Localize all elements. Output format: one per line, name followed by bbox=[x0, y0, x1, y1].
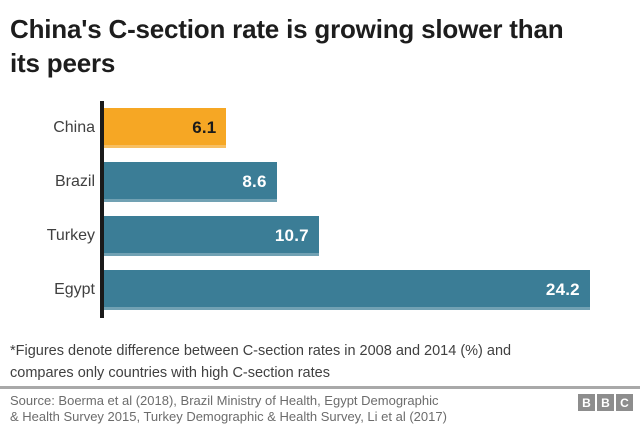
bar-track: 10.7 bbox=[104, 216, 640, 256]
bar-value-label: 24.2 bbox=[545, 280, 580, 299]
footer-divider bbox=[0, 386, 640, 389]
footnote: *Figures denote difference between C-sec… bbox=[10, 340, 626, 384]
y-axis-line bbox=[100, 101, 104, 318]
bbc-logo-block: B bbox=[578, 394, 595, 411]
source-line: Source: Boerma et al (2018), Brazil Mini… bbox=[10, 393, 439, 408]
bar-value-label: 10.7 bbox=[274, 226, 309, 245]
category-label: Turkey bbox=[46, 227, 95, 244]
bbc-logo-block: C bbox=[616, 394, 633, 411]
footnote-line: *Figures denote difference between C-sec… bbox=[10, 343, 512, 359]
bar-row: Egypt 24.2 bbox=[0, 270, 640, 310]
bar-turkey: 10.7 bbox=[104, 216, 319, 256]
footnote-line: compares only countries with high C-sect… bbox=[10, 365, 330, 381]
bbc-logo-block: B bbox=[597, 394, 614, 411]
source-text: Source: Boerma et al (2018), Brazil Mini… bbox=[10, 393, 447, 425]
bar-row: Turkey 10.7 bbox=[0, 216, 640, 256]
bar-brazil: 8.6 bbox=[104, 162, 277, 202]
bar-china: 6.1 bbox=[104, 108, 227, 148]
category-label: Brazil bbox=[54, 173, 95, 190]
bar-chart: China 6.1 Brazil 8.6 Turkey 10.7 bbox=[0, 101, 640, 318]
bar-value-label: 8.6 bbox=[242, 172, 267, 191]
footer: Source: Boerma et al (2018), Brazil Mini… bbox=[10, 393, 634, 425]
bar-egypt: 24.2 bbox=[104, 270, 590, 310]
bar-track: 6.1 bbox=[104, 108, 640, 148]
source-line: & Health Survey 2015, Turkey Demographic… bbox=[10, 409, 447, 424]
chart-rows: China 6.1 Brazil 8.6 Turkey 10.7 bbox=[0, 101, 640, 318]
bar-track: 24.2 bbox=[104, 270, 640, 310]
bar-row: Brazil 8.6 bbox=[0, 162, 640, 202]
bar-value-label: 6.1 bbox=[192, 118, 217, 137]
bbc-logo: B B C bbox=[578, 394, 633, 411]
category-label: Egypt bbox=[54, 281, 95, 298]
page-title: China's C-section rate is growing slower… bbox=[10, 14, 564, 78]
category-label: China bbox=[53, 119, 95, 136]
bar-row: China 6.1 bbox=[0, 108, 640, 148]
bar-track: 8.6 bbox=[104, 162, 640, 202]
